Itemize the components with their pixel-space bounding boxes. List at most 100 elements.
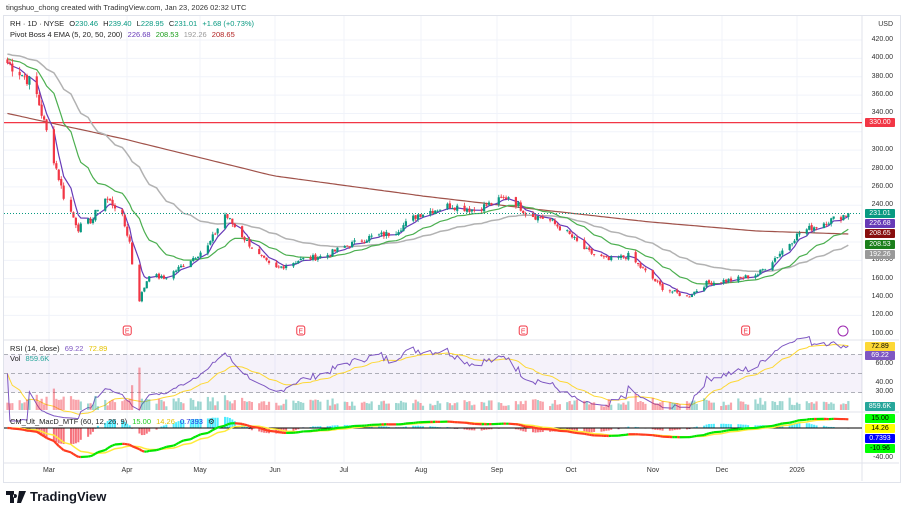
volume-bar bbox=[40, 398, 43, 410]
macd-histogram-bar bbox=[148, 428, 151, 432]
volume-bar bbox=[11, 403, 14, 410]
volume-bar bbox=[126, 400, 129, 410]
volume-bar bbox=[431, 405, 434, 410]
volume-bar bbox=[781, 401, 784, 410]
macd-histogram-bar bbox=[463, 428, 466, 430]
candle-body bbox=[233, 223, 236, 228]
candle-body bbox=[25, 75, 29, 85]
volume-bar bbox=[216, 401, 219, 410]
volume-bar bbox=[297, 400, 300, 410]
macd-legend[interactable]: CM_Ult_MacD_MTF (60, 12, 26, 9) 15.00 14… bbox=[10, 417, 218, 426]
candle-body bbox=[216, 228, 219, 234]
volume-bar bbox=[602, 406, 605, 410]
macd-histogram-bar bbox=[490, 428, 493, 430]
time-axis-label: Oct bbox=[565, 467, 577, 474]
macd-histogram-bar bbox=[128, 425, 131, 429]
candle-body bbox=[771, 262, 774, 271]
macd-histogram-bar bbox=[725, 423, 728, 429]
vol-legend[interactable]: Vol 859.6K bbox=[10, 354, 52, 363]
volume-bar bbox=[28, 399, 31, 410]
macd-histogram-bar bbox=[177, 421, 180, 429]
volume-bar bbox=[676, 403, 679, 410]
volume-bar bbox=[62, 396, 65, 410]
macd-histogram-bar bbox=[412, 425, 415, 429]
candle-body bbox=[725, 279, 728, 282]
candle-body bbox=[483, 204, 486, 212]
rsi-legend[interactable]: RSI (14, close) 69.22 72.89 bbox=[10, 344, 110, 353]
volume-bar bbox=[263, 401, 266, 410]
ema5-value: 226.68 bbox=[127, 30, 151, 39]
volume-bar bbox=[673, 403, 676, 410]
close-number: 231.01 bbox=[174, 19, 198, 28]
volume-bar bbox=[74, 399, 77, 410]
candle-body bbox=[756, 274, 759, 277]
candle-body bbox=[539, 216, 542, 218]
volume-bar bbox=[316, 399, 319, 410]
earnings-marker-label: E bbox=[743, 329, 748, 336]
volume-bar bbox=[585, 401, 588, 410]
candle-body bbox=[434, 210, 437, 214]
macd-line-segment bbox=[557, 429, 561, 433]
volume-bar bbox=[827, 403, 830, 410]
tradingview-logo-icon bbox=[6, 490, 26, 503]
candle-body bbox=[294, 262, 297, 264]
volume-bar bbox=[397, 403, 400, 410]
ema-name: Pivot Boss 4 EMA (5, 20, 50, 200) bbox=[10, 30, 123, 39]
candle-body bbox=[60, 178, 63, 186]
macd-histogram-bar bbox=[209, 418, 212, 429]
macd-histogram-bar bbox=[593, 428, 596, 432]
macd-line-segment bbox=[131, 445, 140, 451]
candle-body bbox=[380, 232, 383, 235]
candle-body bbox=[267, 260, 271, 263]
candle-body bbox=[590, 249, 593, 254]
settings-icon[interactable]: ⚙ bbox=[208, 417, 215, 426]
time-axis-label: May bbox=[193, 467, 207, 474]
macd-histogram-bar bbox=[189, 419, 192, 429]
volume-bar bbox=[145, 398, 148, 410]
candle-body bbox=[319, 256, 322, 258]
volume-bar bbox=[333, 404, 337, 410]
volume-bar bbox=[148, 399, 151, 410]
candle-body bbox=[265, 257, 268, 261]
candle-body bbox=[368, 236, 371, 242]
macd-histogram-bar bbox=[539, 428, 542, 433]
macd-histogram-bar bbox=[727, 423, 730, 429]
volume-bar bbox=[138, 367, 141, 410]
candle-body bbox=[194, 258, 197, 259]
candle-body bbox=[343, 246, 346, 248]
volume-bar bbox=[710, 402, 713, 410]
symbol-legend[interactable]: RH · 1D · NYSE O230.46 H239.40 L228.95 C… bbox=[10, 19, 257, 28]
volume-bar bbox=[194, 406, 197, 410]
macd-histogram-bar bbox=[319, 426, 322, 429]
macd-line-segment bbox=[246, 424, 250, 428]
rsi-axis-label: 60.00 bbox=[875, 360, 893, 367]
volume-bar bbox=[157, 398, 161, 410]
volume-bar bbox=[627, 401, 630, 410]
macd-line-segment bbox=[532, 426, 536, 430]
macd-histogram-bar bbox=[583, 428, 586, 433]
volume-bar bbox=[228, 401, 231, 410]
macd-histogram-bar bbox=[414, 425, 417, 429]
macd-line-segment bbox=[720, 430, 724, 433]
volume-bar bbox=[568, 401, 571, 410]
volume-bar bbox=[844, 403, 847, 410]
macd-histogram-bar bbox=[419, 426, 422, 429]
ema200-line bbox=[7, 112, 849, 235]
earnings-marker-label: E bbox=[125, 329, 130, 336]
volume-bar bbox=[368, 403, 371, 410]
candle-body bbox=[685, 295, 689, 297]
candle-body bbox=[585, 248, 588, 250]
candle-body bbox=[791, 243, 794, 245]
candle-body bbox=[519, 202, 522, 211]
candle-body bbox=[109, 198, 112, 201]
volume-bar bbox=[52, 388, 55, 410]
macd-v1: 15.00 bbox=[132, 417, 151, 426]
macd-histogram-bar bbox=[796, 423, 798, 429]
macd-histogram-bar bbox=[517, 428, 520, 430]
volume-bar bbox=[671, 402, 674, 410]
candle-body bbox=[123, 215, 126, 227]
macd-histogram-bar bbox=[730, 424, 732, 429]
ema-legend[interactable]: Pivot Boss 4 EMA (5, 20, 50, 200) 226.68… bbox=[10, 30, 238, 39]
volume-bar bbox=[385, 403, 388, 410]
